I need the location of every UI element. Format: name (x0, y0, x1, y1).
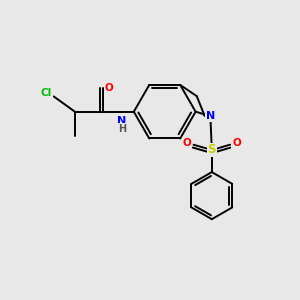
Text: Cl: Cl (41, 88, 52, 98)
Text: O: O (232, 138, 241, 148)
Text: O: O (105, 82, 114, 93)
Text: S: S (208, 143, 216, 157)
Text: N: N (117, 116, 127, 126)
Text: O: O (183, 138, 191, 148)
Text: N: N (206, 111, 215, 121)
Text: H: H (118, 124, 126, 134)
